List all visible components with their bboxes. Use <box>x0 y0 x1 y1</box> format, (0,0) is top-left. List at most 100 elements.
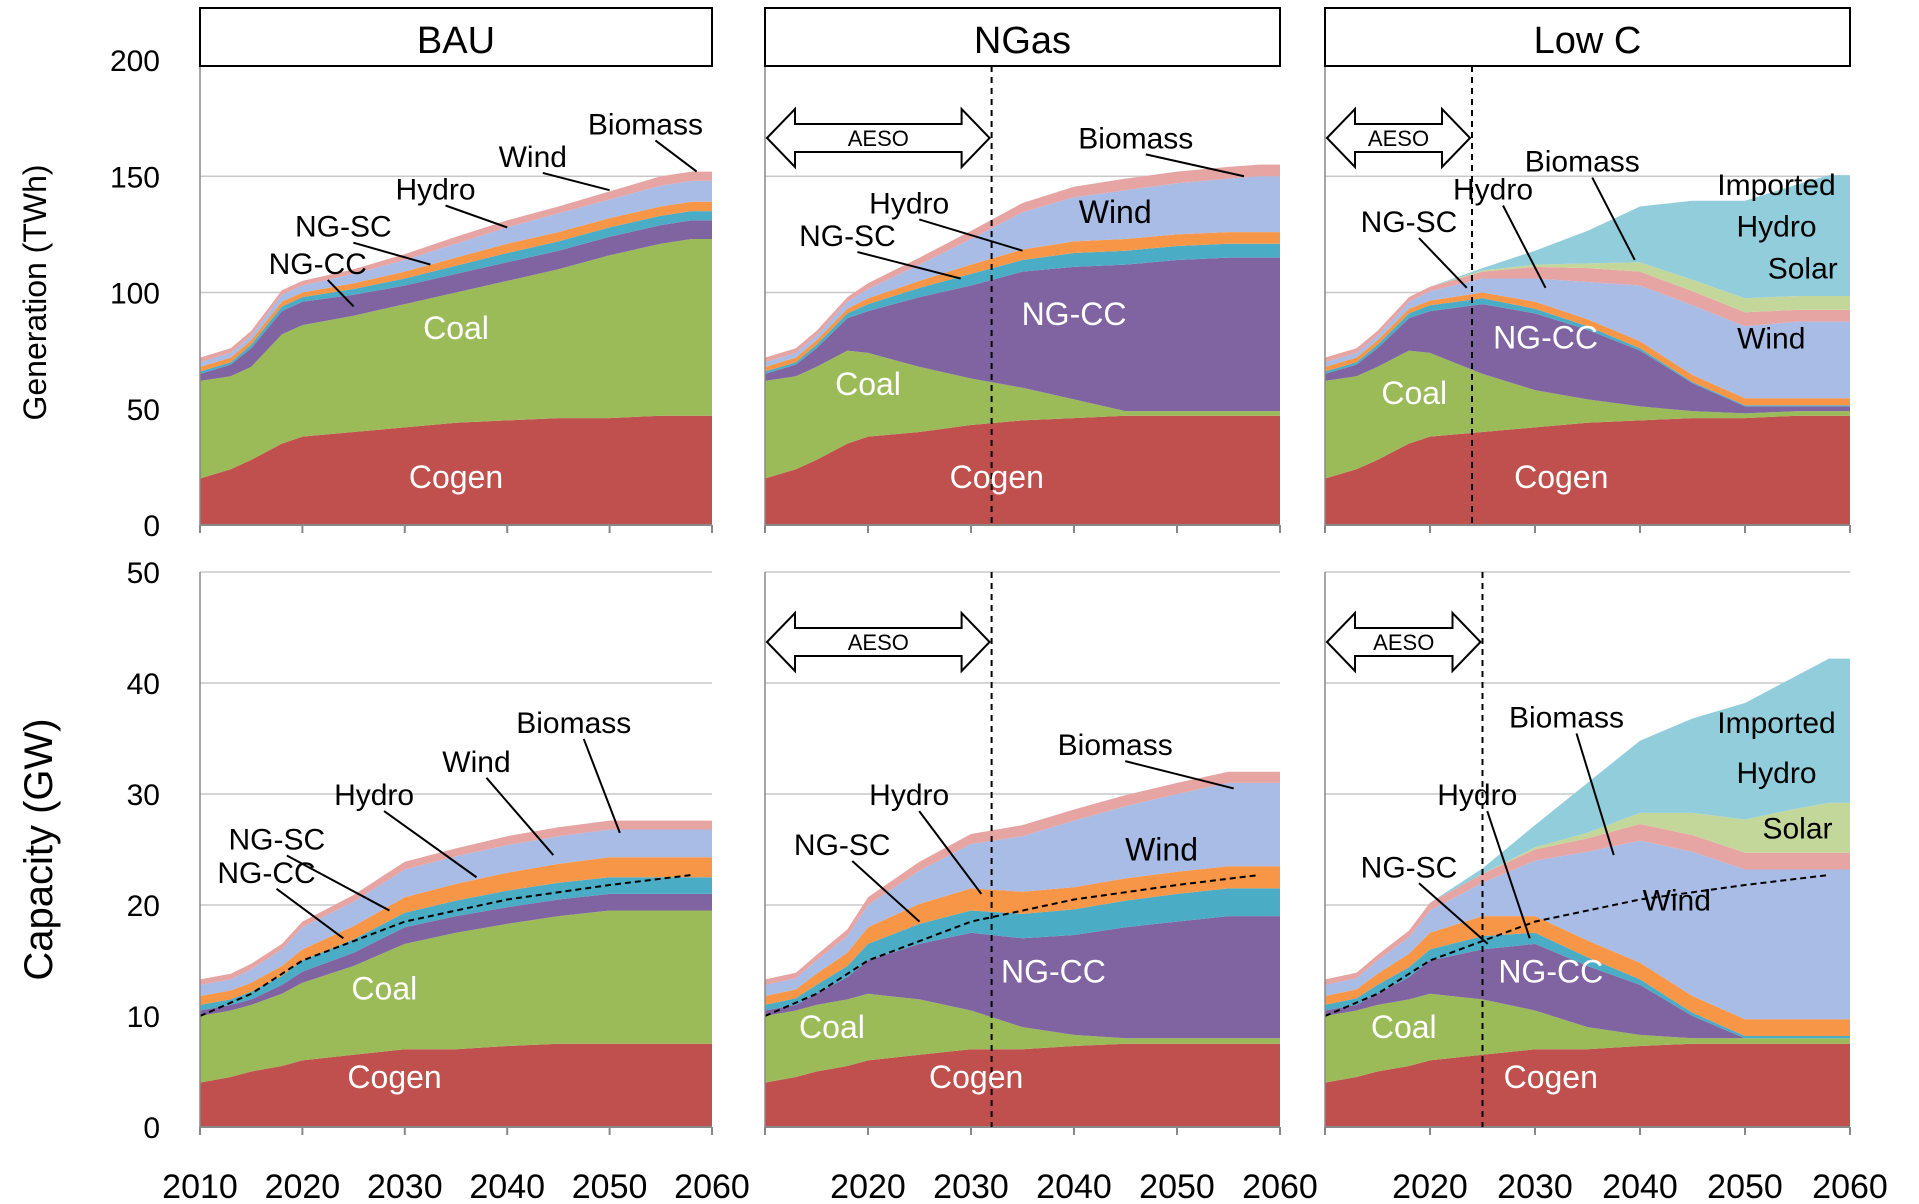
area-biomass <box>200 820 712 985</box>
aeso-double-arrow <box>765 106 991 170</box>
series-label-coal: Coal <box>799 1009 865 1045</box>
series-label-cogen: Cogen <box>929 1059 1023 1095</box>
panel-title: Low C <box>1534 20 1642 62</box>
area-coal <box>200 239 712 479</box>
series-label-coal: Coal <box>835 366 901 402</box>
dashed-reference-line <box>199 874 692 1017</box>
series-label-hydro: Hydro <box>334 779 414 812</box>
label-leader-line <box>327 279 355 308</box>
series-label-wind: Wind <box>442 746 510 779</box>
area-ng-cc <box>765 916 1280 1039</box>
aeso-double-arrow <box>1325 106 1472 170</box>
label-leader-line <box>1418 882 1489 945</box>
area-solar <box>1325 802 1850 980</box>
aeso-label: AESO <box>1368 126 1429 151</box>
panel-0-2: Low CAESOCogenCoalNG-CCNG-SCHydroBiomass… <box>1324 7 1851 533</box>
series-label-wind: Wind <box>499 141 567 174</box>
series-label-cogen: Cogen <box>347 1059 441 1095</box>
area-hydro <box>1325 916 1850 1036</box>
y-axis-label: Capacity (GW) <box>17 718 61 980</box>
series-label-solar: Solar <box>1762 812 1832 845</box>
series-label-ngcc: NG-CC <box>1498 954 1603 990</box>
series-label-ngsc: NG-SC <box>228 824 325 857</box>
area-imported-hydro <box>1325 658 1850 980</box>
area-wind <box>765 176 1280 367</box>
series-label-ngcc: NG-CC <box>1001 954 1106 990</box>
area-ng-cc <box>765 257 1280 412</box>
series-label-cogen: Cogen <box>409 459 503 495</box>
panel-1-0: 2010 2020 2030 2040 2050 2060 Cogen Coal NG-CCNG… <box>162 571 750 1204</box>
area-ng-cc <box>1325 943 1850 1039</box>
series-label-ngsc: NG-SC <box>1361 851 1458 884</box>
area-ng-cc <box>200 220 712 381</box>
label-leader-line <box>542 171 610 192</box>
label-leader-line <box>275 887 344 940</box>
area-biomass <box>1325 824 1850 985</box>
y-tick-label: 20 <box>127 890 160 923</box>
area-wind <box>1325 278 1850 399</box>
x-tick-label: 2010 <box>162 1168 238 1204</box>
aeso-double-arrow <box>765 610 991 674</box>
series-label-hydro: Hydro <box>1453 174 1533 207</box>
label-leader-line <box>286 854 390 912</box>
panel-title-box <box>1324 7 1851 67</box>
area-hydro <box>765 232 1280 372</box>
area-ng-sc <box>765 888 1280 1011</box>
series-label-biomass: Biomass <box>1078 122 1193 155</box>
series-label-biomass: Biomass <box>588 108 703 141</box>
label-leader-line <box>918 218 1023 252</box>
series-label-imported-hydro-line2: Hydro <box>1736 757 1816 790</box>
area-cogen <box>765 415 1280 525</box>
series-label-cogen: Cogen <box>950 459 1044 495</box>
series-label-ngcc: NG-CC <box>1022 296 1127 332</box>
y-tick-label: 30 <box>127 779 160 812</box>
area-cogen <box>1325 1043 1850 1127</box>
y-tick-label: 50 <box>127 557 160 590</box>
x-tick-label: 2030 <box>1497 1168 1573 1204</box>
aeso-label: AESO <box>848 630 909 655</box>
area-ng-sc <box>765 243 1280 374</box>
series-label-ngcc: NG-CC <box>217 857 315 890</box>
panel-1-1: 2020 2030 2040 2050 2060 AESO Cogen Coal NG-CC NG… <box>764 571 1318 1204</box>
area-biomass <box>765 164 1280 363</box>
panel-1-2: 2020 2030 2040 2050 2060 AESO Cogen Coal NG-CC NG… <box>1324 571 1888 1204</box>
area-wind <box>200 180 712 367</box>
x-tick-label: 2040 <box>1602 1168 1678 1204</box>
series-label-ngcc: NG-CC <box>269 248 367 281</box>
x-tick-label: 2030 <box>933 1168 1009 1204</box>
area-coal <box>1325 350 1850 479</box>
label-leader-line <box>1591 177 1636 261</box>
label-leader-line <box>353 241 431 266</box>
area-wind <box>765 782 1280 996</box>
area-hydro <box>765 866 1280 1005</box>
area-ng-cc <box>1325 304 1850 414</box>
y-tick-label: 0 <box>143 1112 160 1145</box>
aeso-label: AESO <box>1373 630 1434 655</box>
x-tick-label: 2020 <box>830 1168 906 1204</box>
series-label-imported-hydro-line1: Imported <box>1717 707 1835 740</box>
series-label-coal: Coal <box>423 310 489 346</box>
label-leader-line <box>851 860 921 923</box>
x-tick-label: 2060 <box>1242 1168 1318 1204</box>
series-label-hydro: Hydro <box>869 187 949 220</box>
label-leader-line <box>1575 733 1615 856</box>
label-leader-line <box>857 251 961 280</box>
area-ng-sc <box>200 877 712 1011</box>
label-leader-line <box>1145 153 1245 178</box>
aeso-label: AESO <box>848 126 909 151</box>
panel-title: NGas <box>974 20 1071 62</box>
series-label-cogen: Cogen <box>1504 1059 1598 1095</box>
series-label-cogen: Cogen <box>1514 459 1608 495</box>
x-tick-label: 2040 <box>469 1168 545 1204</box>
area-coal <box>765 350 1280 479</box>
y-tick-label: 150 <box>110 161 160 194</box>
y-axis-label: Generation (TWh) <box>17 164 53 420</box>
series-label-biomass: Biomass <box>1509 701 1624 734</box>
series-label-coal: Coal <box>1381 375 1447 411</box>
area-solar <box>1325 262 1850 358</box>
series-label-biomass: Biomass <box>516 707 631 740</box>
series-label-biomass: Biomass <box>1058 729 1173 762</box>
panel-title-box <box>764 7 1281 67</box>
y-tick-label: 10 <box>127 1001 160 1034</box>
